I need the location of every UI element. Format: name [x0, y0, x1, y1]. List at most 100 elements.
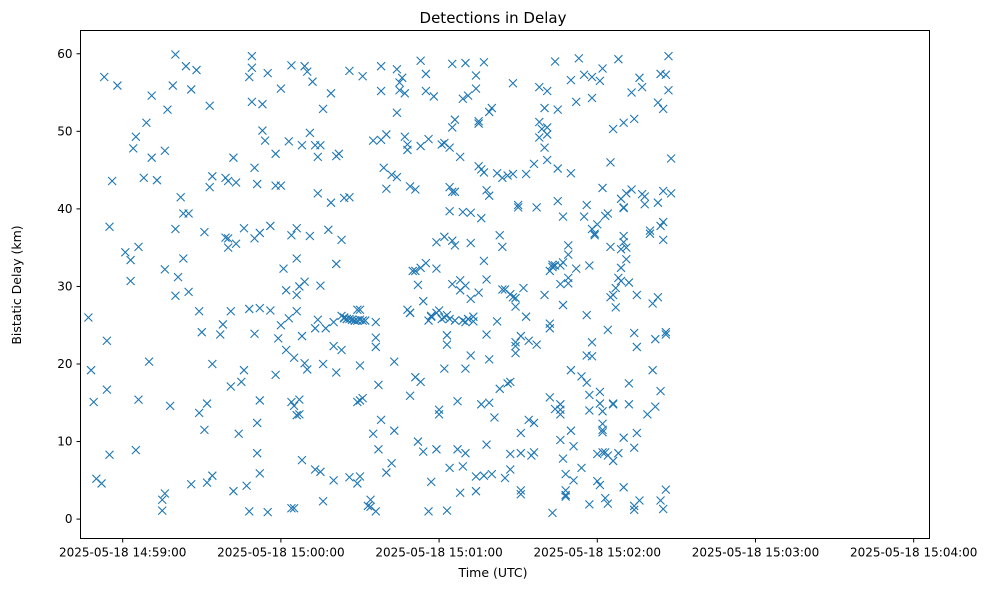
data-point — [656, 496, 665, 505]
data-point — [516, 489, 526, 499]
x-tick-label: 2025-05-18 15:04:00 — [850, 546, 977, 560]
data-point — [223, 233, 233, 243]
x-tick-label: 2025-05-18 15:00:00 — [217, 546, 344, 560]
data-point — [466, 208, 476, 218]
data-point — [587, 351, 597, 361]
data-point — [661, 70, 671, 80]
data-point — [656, 221, 665, 231]
data-point — [126, 255, 135, 265]
data-point — [387, 458, 397, 468]
data-point — [157, 495, 167, 505]
data-point — [437, 314, 447, 324]
data-point — [584, 261, 594, 270]
data-point — [629, 114, 639, 124]
data-point — [545, 319, 555, 329]
data-point — [561, 469, 571, 479]
data-point — [582, 310, 592, 320]
data-point — [629, 443, 639, 453]
data-point — [490, 413, 499, 422]
data-point — [621, 243, 631, 253]
data-point — [147, 91, 157, 101]
data-point — [550, 57, 560, 66]
data-point — [308, 77, 317, 87]
data-point — [252, 448, 262, 458]
data-point — [120, 247, 130, 257]
data-point — [664, 51, 673, 61]
data-point — [521, 169, 531, 179]
data-point — [529, 159, 539, 169]
data-point — [598, 427, 607, 437]
data-point — [173, 272, 183, 282]
data-point — [545, 323, 555, 333]
data-point — [389, 357, 399, 367]
data-point — [553, 164, 563, 173]
data-point — [389, 426, 399, 436]
data-point — [461, 448, 470, 458]
data-point — [165, 401, 175, 411]
data-point — [418, 296, 428, 306]
x-tick-label: 2025-05-18 14:59:00 — [59, 546, 186, 560]
data-point — [563, 240, 573, 250]
data-point — [571, 97, 581, 107]
data-point — [595, 387, 605, 397]
data-point — [447, 187, 457, 197]
data-point — [611, 302, 621, 312]
data-point — [608, 399, 618, 408]
data-point — [424, 316, 433, 325]
data-point — [171, 224, 180, 234]
data-point — [590, 230, 600, 240]
data-point — [635, 73, 644, 83]
data-point — [619, 237, 629, 247]
data-point — [413, 280, 423, 290]
data-point — [405, 182, 415, 191]
data-point — [331, 259, 341, 269]
data-point — [558, 300, 568, 310]
data-point — [287, 230, 296, 240]
data-point — [608, 124, 618, 134]
data-point — [376, 61, 386, 71]
data-point — [371, 333, 381, 343]
data-point — [592, 449, 602, 459]
data-point — [421, 86, 431, 96]
data-point — [532, 340, 542, 349]
data-point — [592, 476, 602, 486]
data-point — [432, 237, 441, 247]
data-point — [505, 465, 515, 474]
data-point — [263, 68, 273, 78]
data-point — [374, 380, 383, 390]
data-point — [229, 486, 238, 496]
data-point — [263, 507, 273, 517]
data-point — [363, 501, 373, 511]
data-point — [144, 357, 154, 367]
data-point — [484, 191, 494, 201]
data-point — [584, 499, 594, 509]
data-point — [345, 472, 354, 482]
data-point — [416, 377, 426, 387]
data-point — [218, 320, 228, 329]
data-point — [503, 171, 513, 180]
data-point — [603, 209, 613, 218]
data-point — [658, 186, 668, 196]
data-point — [621, 254, 631, 264]
data-point — [244, 304, 254, 314]
data-point — [476, 399, 486, 409]
data-point — [476, 213, 486, 223]
data-point — [595, 76, 605, 86]
data-point — [300, 358, 310, 368]
data-point — [458, 94, 468, 104]
data-point — [376, 86, 386, 96]
data-point — [482, 275, 491, 284]
data-point — [221, 233, 230, 242]
data-point — [215, 330, 225, 339]
data-point — [366, 495, 375, 505]
chart-title: Detections in Delay — [420, 9, 567, 27]
data-point — [650, 334, 660, 344]
data-point — [566, 168, 576, 178]
data-point — [558, 258, 568, 267]
data-point — [200, 227, 209, 237]
data-point — [579, 70, 589, 80]
data-point — [534, 82, 544, 92]
data-point — [265, 306, 275, 315]
data-point — [450, 115, 460, 125]
data-point — [381, 184, 391, 194]
